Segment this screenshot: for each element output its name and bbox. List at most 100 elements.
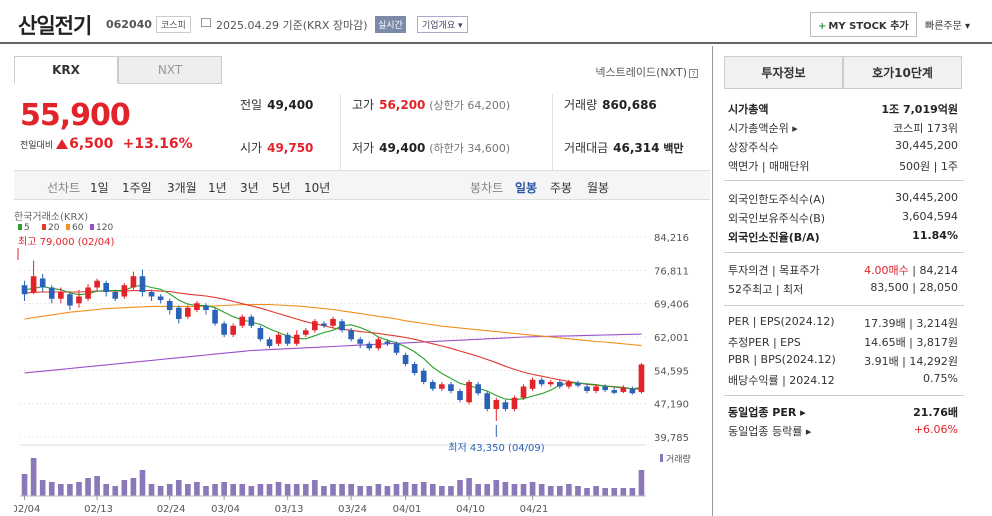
legend-label: 5 bbox=[24, 223, 30, 233]
prev-close: 전일 49,400 bbox=[240, 96, 313, 113]
volume-bar bbox=[575, 486, 581, 496]
candle-body bbox=[293, 334, 300, 344]
legend-label: 60 bbox=[72, 223, 84, 233]
period-daily[interactable]: 일봉 bbox=[515, 181, 538, 195]
candle-body bbox=[266, 339, 273, 347]
volume-bar bbox=[493, 480, 500, 496]
candle-body bbox=[466, 382, 472, 403]
open-value: 49,750 bbox=[267, 141, 314, 155]
info-row: PER | EPS(2024.12) 17.39배 | 3,214원 bbox=[728, 315, 958, 333]
y-tick-label: 54,595 bbox=[654, 366, 689, 377]
candle-body bbox=[248, 316, 255, 326]
volume-bar bbox=[584, 488, 590, 496]
y-tick-label: 76,811 bbox=[654, 266, 689, 277]
x-tick-label: 03/04 bbox=[211, 504, 240, 515]
tab-nxt[interactable]: NXT bbox=[118, 56, 222, 84]
range-1y[interactable]: 1년 bbox=[208, 181, 227, 195]
info-row-value: 0.75% bbox=[923, 372, 958, 385]
x-tick-label: 04/01 bbox=[393, 504, 422, 515]
info-row-value: 4.00매수 | 84,214 bbox=[864, 262, 958, 278]
volume-bar bbox=[629, 488, 636, 496]
realtime-button[interactable]: 실시간 bbox=[375, 16, 406, 33]
nxt-link-label: 넥스트레이드(NXT) bbox=[595, 66, 687, 79]
range-3m[interactable]: 3개월 bbox=[167, 181, 197, 195]
range-3y[interactable]: 3년 bbox=[240, 181, 259, 195]
candle-body bbox=[375, 339, 382, 349]
high-value: 56,200 bbox=[379, 98, 426, 112]
candle-body bbox=[493, 400, 500, 410]
range-10y[interactable]: 10년 bbox=[304, 181, 331, 195]
volume-bar bbox=[30, 458, 37, 496]
candle-body bbox=[275, 334, 282, 344]
info-row-label[interactable]: 동일업종 PER ▸ bbox=[728, 406, 806, 419]
stock-chart[interactable]: 한국거래소(KRX)5 20 60 120 84,216 76,811 69,406 62,0… bbox=[14, 204, 710, 516]
low-price: 저가 49,400 (하한가 34,600) bbox=[352, 139, 510, 156]
period-monthly[interactable]: 월봉 bbox=[587, 181, 610, 195]
x-tick-label: 03/24 bbox=[338, 504, 367, 515]
tab-orderbook[interactable]: 호가10단계 bbox=[843, 56, 962, 89]
info-row-label[interactable]: 동일업종 등락률 ▸ bbox=[728, 425, 812, 438]
volume-bar bbox=[194, 482, 200, 496]
candle-body bbox=[76, 296, 82, 304]
candle-body bbox=[339, 321, 345, 331]
amount-unit: 백만 bbox=[663, 142, 684, 155]
high-label: 고가 bbox=[352, 98, 375, 112]
low-label: 저가 bbox=[352, 141, 375, 155]
volume-bar bbox=[157, 486, 164, 496]
info-row-label: 52주최고 | 최저 bbox=[728, 283, 804, 296]
y-tick-label: 84,216 bbox=[654, 233, 689, 244]
info-row-label: 외국인한도주식수(A) bbox=[728, 193, 826, 206]
candle-body bbox=[593, 386, 599, 392]
chart-source: 한국거래소(KRX) bbox=[14, 211, 88, 223]
tab-investment-info[interactable]: 투자정보 bbox=[724, 56, 843, 89]
max-price-label: 최고 79,000 (02/04) bbox=[18, 236, 114, 248]
info-row-label: 추정PER | EPS bbox=[728, 336, 801, 349]
info-row-label[interactable]: 시가총액순위 ▸ bbox=[728, 122, 798, 135]
volume-bar bbox=[275, 482, 282, 496]
range-1d[interactable]: 1일 bbox=[90, 181, 109, 195]
volume-bar bbox=[112, 486, 119, 496]
quote-date: 2025.04.29 기준(KRX 장마감) bbox=[216, 19, 368, 32]
candle-body bbox=[194, 303, 200, 310]
volume-bar bbox=[148, 484, 155, 496]
company-overview-button[interactable]: 기업개요 ▾ bbox=[417, 16, 468, 33]
candle-body bbox=[484, 393, 491, 410]
plus-icon: + bbox=[818, 21, 827, 32]
volume-bar bbox=[67, 484, 73, 496]
tab-krx[interactable]: KRX bbox=[14, 56, 118, 84]
candle-body bbox=[448, 384, 454, 392]
help-icon[interactable]: ? bbox=[689, 68, 698, 78]
period-weekly[interactable]: 주봉 bbox=[550, 181, 573, 195]
volume-bar bbox=[94, 476, 100, 496]
volume-bar bbox=[348, 484, 354, 496]
quick-order-button[interactable]: 빠른주문 ▾ bbox=[925, 21, 970, 32]
volume-bar bbox=[130, 478, 137, 496]
info-row-label: 액면가 | 매매단위 bbox=[728, 160, 810, 173]
candle-body bbox=[175, 307, 182, 319]
info-row-value: 500원 | 1주 bbox=[899, 160, 958, 173]
candle-body bbox=[475, 384, 481, 394]
candle-body bbox=[94, 280, 100, 288]
nxt-link[interactable]: 넥스트레이드(NXT)? bbox=[595, 64, 698, 80]
x-tick-label: 02/04 bbox=[14, 504, 40, 515]
my-stock-add-button[interactable]: + MY STOCK 추가 bbox=[810, 12, 917, 37]
volume-bar bbox=[502, 482, 509, 496]
candle-body bbox=[411, 364, 418, 374]
candle-body bbox=[602, 386, 608, 391]
info-row-value: 1조 7,019억원 bbox=[881, 103, 958, 116]
volume-bar bbox=[302, 484, 309, 496]
candle-body bbox=[185, 307, 191, 317]
range-5y[interactable]: 5년 bbox=[272, 181, 291, 195]
volume-bar bbox=[248, 486, 255, 496]
stock-header: 산일전기 062040 코스피 2025.04.29 기준(KRX 장마감) 실… bbox=[0, 0, 992, 44]
volume-bar bbox=[593, 486, 599, 496]
volume-bar bbox=[620, 488, 627, 496]
range-1w[interactable]: 1주일 bbox=[122, 181, 152, 195]
candle-body bbox=[348, 330, 354, 340]
line-chart-label: 선차트 bbox=[47, 181, 81, 195]
info-row-label: PER | EPS(2024.12) bbox=[728, 315, 835, 328]
legend-swatch bbox=[42, 224, 46, 230]
candle-body bbox=[620, 387, 627, 392]
market-badge: 코스피 bbox=[156, 16, 191, 33]
volume-bar bbox=[375, 484, 382, 496]
